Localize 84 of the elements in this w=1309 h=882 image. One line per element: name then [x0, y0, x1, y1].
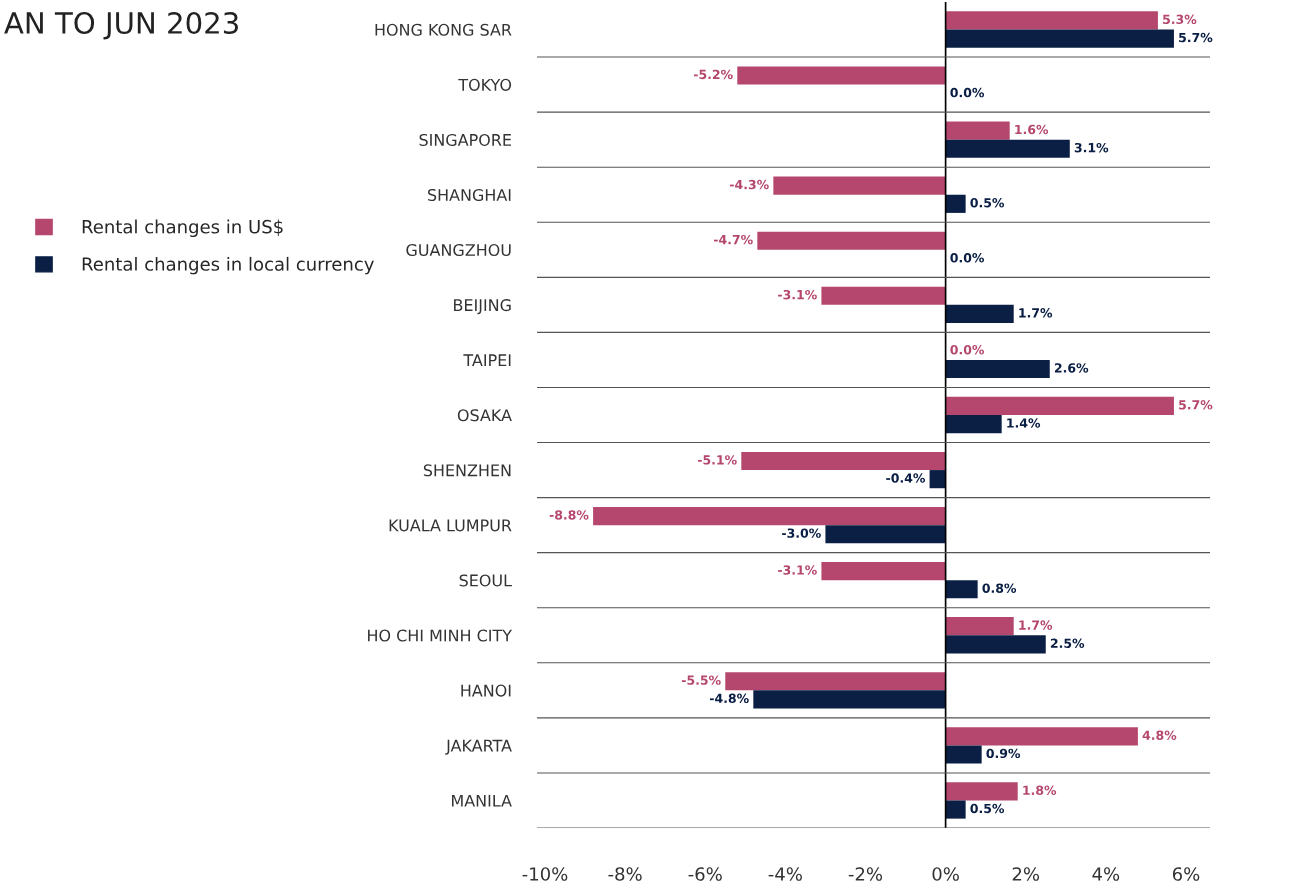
data-label: -5.2% — [693, 69, 733, 80]
bar — [741, 451, 946, 471]
x-tick-label: -6% — [688, 867, 722, 881]
y-tick-label: HO CHI MINH CITY — [368, 629, 513, 642]
data-label: 0.5% — [970, 803, 1005, 814]
data-label: 1.6% — [1015, 124, 1049, 135]
data-label: 1.4% — [1007, 418, 1041, 428]
data-label: 4.8% — [1142, 730, 1177, 740]
bar — [945, 727, 1138, 746]
y-tick-label: BEIJING — [454, 299, 511, 315]
y-tick-label: SINGAPORE — [419, 133, 511, 146]
y-tick-label: SHENZHEN — [423, 464, 511, 477]
bar — [945, 635, 1046, 654]
bar — [945, 194, 966, 213]
data-label: 0.5% — [970, 197, 1005, 208]
y-tick-label: TAIPEI — [463, 354, 511, 366]
data-label: -0.4% — [886, 473, 926, 483]
y-tick-label: HANOI — [461, 684, 511, 697]
bar — [753, 690, 946, 709]
x-tick-label: -4% — [768, 867, 802, 881]
y-tick-label: KUALA LUMPUR — [389, 519, 512, 532]
y-tick-label: OSAKA — [457, 409, 512, 422]
x-tick-label: -10% — [522, 867, 568, 881]
bar — [945, 11, 1158, 30]
data-label: 0.9% — [986, 748, 1021, 759]
bar — [821, 562, 946, 581]
bar — [945, 29, 1174, 48]
bar — [945, 139, 1070, 158]
x-tick-label: 0% — [932, 867, 959, 881]
data-label: -4.3% — [730, 179, 769, 190]
data-label: -4.8% — [709, 693, 749, 704]
bar — [757, 231, 946, 250]
data-label: 1.7% — [1019, 620, 1053, 630]
y-tick-label: JAKARTA — [445, 739, 512, 755]
bar — [945, 617, 1014, 636]
bar — [945, 580, 978, 599]
data-label: 2.6% — [1054, 363, 1089, 373]
x-tick-label: 6% — [1172, 867, 1200, 881]
data-label: -3.0% — [782, 528, 821, 538]
x-tick-label: 4% — [1092, 867, 1120, 881]
legend-label: Rental changes in US$ — [82, 219, 283, 238]
data-label: -5.1% — [697, 455, 737, 465]
text: AN TO JUN 2023 — [4, 11, 238, 40]
x-tick-label: 2% — [1012, 867, 1040, 881]
bar — [945, 304, 1014, 324]
bar — [593, 506, 946, 526]
data-label: -8.8% — [549, 510, 589, 520]
data-label: 5.7% — [1179, 32, 1213, 43]
x-tick-label: -2% — [848, 867, 883, 881]
y-tick-label: SEOUL — [459, 574, 512, 587]
bar — [821, 286, 946, 305]
data-label: 1.8% — [1023, 785, 1057, 796]
data-label: 1.7% — [1019, 308, 1053, 318]
bar — [737, 66, 946, 85]
data-label: -5.5% — [681, 675, 721, 685]
legend-label: Rental changes in local currency — [82, 256, 374, 275]
data-label: 0.8% — [982, 583, 1017, 593]
bar — [725, 672, 946, 691]
bar — [945, 396, 1174, 415]
y-tick-label: TOKYO — [458, 78, 512, 91]
bar — [945, 782, 1018, 801]
x-tick-label: -8% — [608, 867, 642, 881]
data-label: -4.7% — [713, 234, 753, 245]
bar — [945, 745, 982, 764]
data-label: -3.1% — [778, 289, 817, 300]
bar — [929, 470, 946, 489]
data-label: 5.7% — [1179, 400, 1213, 410]
y-tick-label: GUANGZHOU — [406, 244, 511, 257]
bar — [945, 121, 1010, 140]
y-tick-label: MANILA — [452, 794, 512, 807]
data-label: 0.0% — [950, 87, 985, 98]
data-label: 2.5% — [1050, 638, 1085, 648]
y-tick-label: SHANGHAI — [428, 188, 511, 202]
bar — [773, 176, 946, 195]
data-label: 5.3% — [1163, 14, 1197, 25]
bar — [825, 525, 946, 544]
bar — [945, 359, 1050, 379]
data-label: 0.0% — [950, 253, 985, 263]
y-tick-label: HONG KONG SAR — [375, 23, 512, 36]
bar — [945, 800, 966, 819]
data-label: 0.0% — [950, 345, 985, 355]
data-label: 3.1% — [1074, 142, 1109, 153]
data-label: -3.1% — [778, 565, 817, 575]
bar — [945, 415, 1002, 434]
